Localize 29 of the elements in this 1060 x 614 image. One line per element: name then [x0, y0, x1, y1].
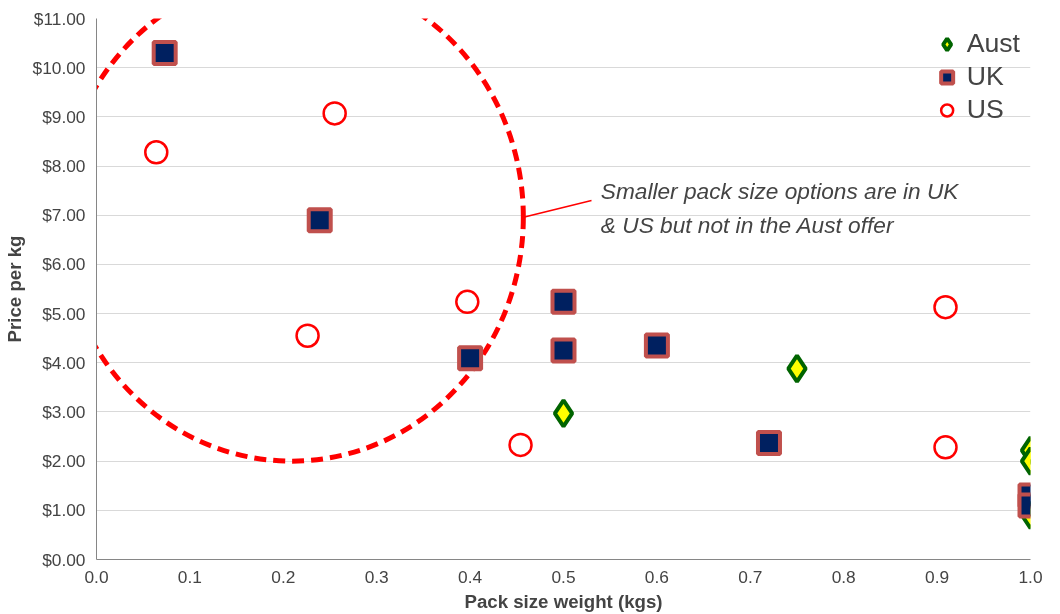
x-tick-label: 0.8 — [831, 566, 856, 587]
y-tick-label: $7.00 — [42, 205, 86, 226]
x-tick-label: 0.1 — [177, 566, 202, 587]
y-tick-label: $0.00 — [42, 549, 86, 570]
x-tick-label: 0.5 — [551, 566, 576, 587]
legend-label: US — [966, 94, 1004, 125]
y-tick-label: $11.00 — [33, 8, 86, 29]
x-tick-label: 1.0 — [1018, 566, 1043, 587]
y-tick-label: $2.00 — [42, 451, 86, 472]
y-tick-label: $8.00 — [42, 156, 86, 177]
x-tick-label: 0.3 — [364, 566, 389, 587]
y-tick-label: $3.00 — [42, 401, 86, 422]
x-tick-label: 0.7 — [738, 566, 763, 587]
x-tick-label: 0.4 — [458, 566, 483, 587]
y-axis-title: Price per kg — [3, 235, 25, 343]
legend-label: UK — [966, 61, 1004, 92]
y-tick-label: $6.00 — [42, 254, 86, 275]
annotation: Smaller pack size options are in UK & US but not in the Aust offer — [600, 178, 960, 239]
x-tick-label: 0.6 — [644, 566, 669, 587]
y-tick-label: $1.00 — [42, 500, 86, 521]
x-tick-label: 0.2 — [271, 566, 296, 587]
y-tick-label: $9.00 — [42, 106, 86, 127]
legend-label: Aust — [966, 28, 1020, 59]
x-tick-label: 0.9 — [925, 566, 950, 587]
x-tick-label: 0.0 — [84, 566, 109, 587]
x-axis-title: Pack size weight (kgs) — [464, 590, 663, 612]
y-tick-label: $10.00 — [32, 57, 86, 78]
y-tick-label: $4.00 — [42, 352, 86, 373]
y-tick-label: $5.00 — [42, 303, 86, 324]
